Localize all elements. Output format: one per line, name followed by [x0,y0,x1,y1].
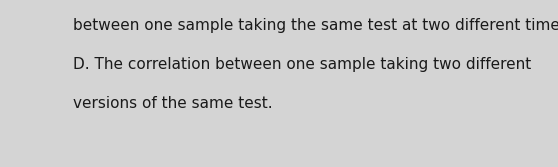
Text: between one sample taking the same test at two different times.: between one sample taking the same test … [73,18,558,33]
Text: versions of the same test.: versions of the same test. [73,96,272,111]
Text: D. The correlation between one sample taking two different: D. The correlation between one sample ta… [73,57,531,72]
